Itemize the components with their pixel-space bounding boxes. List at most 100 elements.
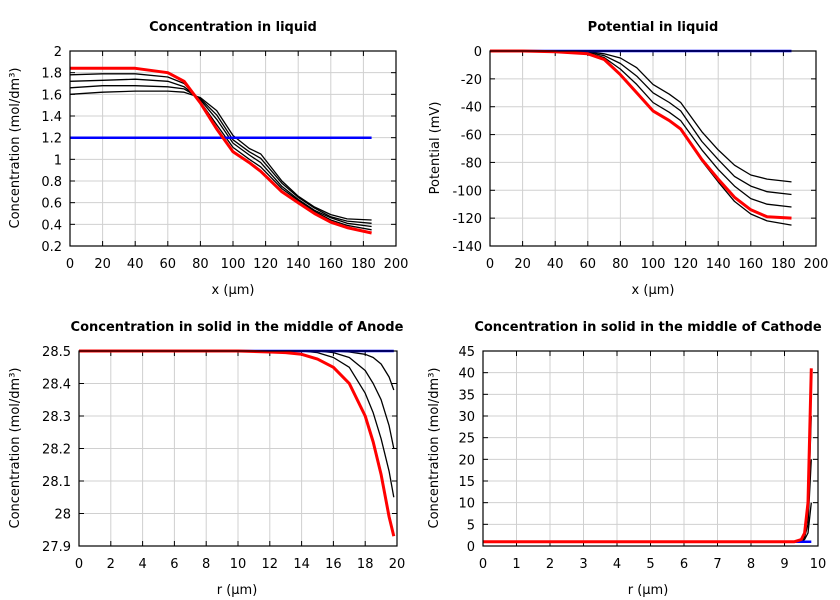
plot-anode-solid-concentration: Concentration in solid in the middle of … [8,320,405,598]
y-tick-label: 35 [458,388,475,403]
plot-liquid-potential: Potential in liquid x (µm) Potential (mV… [428,20,828,298]
x-tick-label: 40 [547,257,564,272]
y-tick-label: 0.2 [41,240,62,255]
y-tick-label: 0.6 [41,197,62,212]
x-tick-label: 160 [318,257,343,272]
y-tick-label: 40 [458,367,475,382]
x-tick-label: 7 [713,557,721,572]
plot-liquid-concentration: Concentration in liquid x (µm) Concentra… [8,20,408,298]
y-axis-label: Concentration (mol/dm³) [8,368,23,529]
chart-title: Concentration in solid in the middle of … [71,320,404,335]
series-line [69,90,372,221]
y-tick-label: 1 [54,153,62,168]
x-axis-label: r (µm) [217,583,258,598]
x-tick-label: 20 [514,257,531,272]
y-tick-label: 0.8 [41,175,62,190]
x-tick-label: 180 [351,257,376,272]
x-tick-label: 20 [389,557,406,572]
x-tick-label: 4 [613,557,621,572]
x-tick-label: 60 [580,257,597,272]
x-tick-label: 2 [546,557,554,572]
x-tick-label: 80 [192,257,209,272]
y-tick-label: 1.8 [41,67,62,82]
series-line [483,502,812,543]
y-tick-label: 0.4 [41,218,62,233]
series-line [69,78,372,228]
y-tick-label: -60 [461,129,482,144]
chart-title: Concentration in solid in the middle of … [474,320,822,335]
y-tick-label: 0 [467,540,475,555]
y-tick-label: 10 [458,497,475,512]
x-tick-label: 0 [486,257,494,272]
x-axis-label: r (µm) [628,583,669,598]
series-line-final [70,66,372,235]
y-tick-label: 15 [458,475,475,490]
y-tick-label: -100 [452,184,482,199]
x-tick-label: 200 [384,257,409,272]
y-tick-label: 28.1 [42,475,71,490]
y-axis-label: Concentration (mol/dm³) [427,368,442,529]
series-line-final [483,368,813,544]
x-tick-label: 200 [804,257,829,272]
y-tick-label: 28.3 [42,410,71,425]
x-tick-label: 60 [160,257,177,272]
y-axis-label: Potential (mV) [428,102,443,195]
x-axis-label: x (µm) [212,283,255,298]
y-tick-label: 30 [458,410,475,425]
y-tick-label: 28.4 [42,378,71,393]
y-tick-label: -40 [461,101,482,116]
x-tick-label: 100 [221,257,246,272]
y-tick-label: 45 [458,345,475,360]
plot-frame [69,50,397,247]
x-tick-label: 14 [293,557,310,572]
x-tick-label: 8 [747,557,755,572]
series-line [490,50,792,226]
plot-frame [78,350,398,547]
x-tick-label: 180 [771,257,796,272]
y-tick-label: 0 [474,45,482,60]
x-tick-label: 100 [641,257,666,272]
x-axis-label: x (µm) [632,283,675,298]
x-tick-label: 0 [66,257,74,272]
x-tick-label: 10 [230,557,247,572]
x-tick-label: 140 [706,257,731,272]
x-tick-label: 80 [612,257,629,272]
x-tick-label: 120 [673,257,698,272]
plot-frame [482,350,819,547]
x-tick-label: 120 [253,257,278,272]
plot-frame [489,50,817,247]
y-tick-label: 1.4 [41,110,62,125]
x-tick-label: 16 [325,557,342,572]
x-tick-label: 8 [202,557,210,572]
y-tick-label: 2 [54,45,62,60]
x-tick-label: 12 [262,557,279,572]
y-tick-label: -80 [461,156,482,171]
y-tick-label: 1.2 [41,132,62,147]
x-tick-label: 2 [107,557,115,572]
y-tick-label: -140 [452,240,482,255]
chart-title: Potential in liquid [588,20,719,35]
x-tick-label: 20 [94,257,111,272]
x-tick-label: 40 [127,257,144,272]
x-tick-label: 10 [810,557,827,572]
y-tick-label: 5 [467,518,475,533]
x-tick-label: 1 [512,557,520,572]
chart-title: Concentration in liquid [149,20,317,35]
y-axis-label: Concentration (mol/dm³) [8,68,23,229]
plot-cathode-solid-concentration: Concentration in solid in the middle of … [427,320,826,598]
x-tick-label: 160 [738,257,763,272]
series-line [79,350,395,498]
series-line [69,85,372,224]
x-tick-label: 6 [680,557,688,572]
y-tick-label: 28 [54,508,71,523]
y-tick-label: 20 [458,453,475,468]
series-line [483,459,812,543]
y-tick-label: -120 [452,212,482,227]
x-tick-label: 0 [479,557,487,572]
series-line-final [79,349,396,537]
series-line [483,415,812,543]
series-line-final [490,49,792,220]
series-line [69,73,372,231]
x-tick-label: 140 [286,257,311,272]
